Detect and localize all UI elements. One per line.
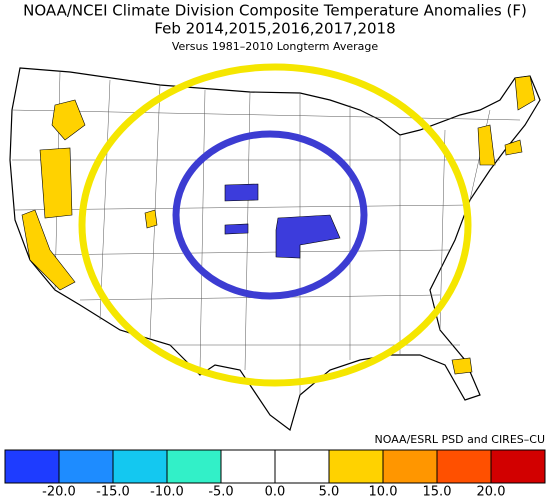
warm-anomaly-regions [21,75,536,375]
colorbar-label: 0.0 [265,485,286,497]
colorbar-swatch [382,449,438,484]
title: NOAA/NCEI Climate Division Composite Tem… [23,2,527,20]
colorbar-label: 5.0 [319,485,340,497]
credit: NOAA/ESRL PSD and CIRES–CU [375,433,545,446]
us-map [9,63,541,432]
colorbar-label: 15.0 [423,485,452,497]
colorbar-swatch [274,449,330,484]
us-outline [9,67,541,432]
colorbar-label: -5.0 [208,485,233,497]
note: Versus 1981–2010 Longterm Average [172,40,379,53]
colorbar: -20.0 -15.0 -10.0 -5.0 0.0 5.0 10.0 15.0 20.0 [4,449,546,497]
colorbar-swatch [166,449,222,484]
colorbar-swatch [490,449,546,484]
colorbar-label: 10.0 [369,485,398,497]
colorbar-swatch [112,449,168,484]
colorbar-swatch [4,449,60,484]
colorbar-label: -10.0 [150,485,184,497]
blue-highlight-circle [172,130,368,300]
colorbar-label: -20.0 [42,485,76,497]
colorbar-label: -15.0 [96,485,130,497]
colorbar-label: 20.0 [477,485,506,497]
colorbar-swatch [58,449,114,484]
colorbar-swatch [436,449,492,484]
subtitle: Feb 2014,2015,2016,2017,2018 [154,20,395,38]
cold-anomaly-regions [224,183,341,259]
colorbar-swatch [328,449,384,484]
yellow-highlight-circle [78,63,472,387]
colorbar-swatch [220,449,276,484]
